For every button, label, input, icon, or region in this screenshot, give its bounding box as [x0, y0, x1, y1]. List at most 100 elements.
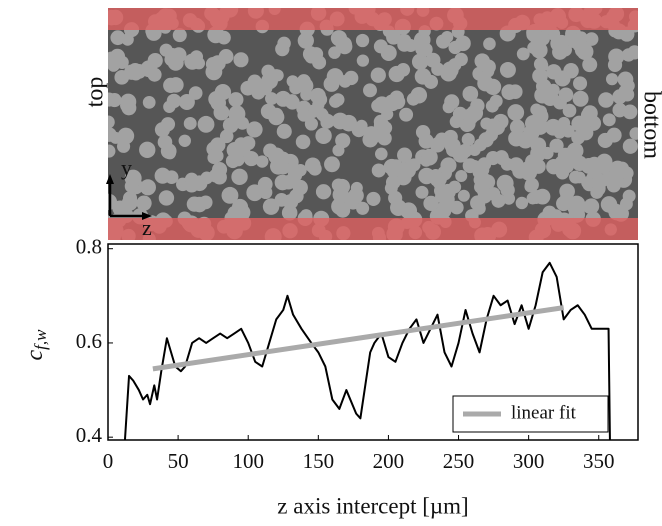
fiber: [324, 156, 340, 173]
fiber: [472, 166, 485, 179]
fiber: [329, 95, 342, 108]
fiber: [108, 92, 117, 107]
fiber: [386, 29, 402, 45]
fiber: [297, 108, 311, 122]
y-label-base: c: [22, 349, 48, 360]
fiber: [455, 169, 468, 182]
fiber: [556, 195, 572, 212]
fiber: [577, 124, 594, 141]
fiber: [178, 134, 191, 147]
fiber: [159, 43, 173, 57]
fiber: [449, 115, 463, 129]
fiber: [154, 122, 171, 138]
fiber: [235, 116, 249, 130]
fiber: [507, 104, 525, 121]
fiber: [191, 196, 208, 213]
fiber: [241, 136, 256, 151]
fiber: [444, 94, 460, 110]
fiber: [142, 95, 156, 109]
fiber: [380, 44, 397, 62]
legend-label: linear fit: [511, 402, 577, 423]
fiber: [388, 65, 405, 83]
bottom-band: [108, 218, 638, 240]
plot: 0 50 100 150 200 250 300 350 0.4 0.6 0.8 z axis int…: [22, 235, 639, 518]
fiber: [139, 179, 156, 196]
fiber: [233, 52, 249, 68]
fiber: [108, 115, 115, 129]
fiber: [457, 189, 470, 202]
x-tick-label: 150: [303, 449, 335, 473]
fiber: [516, 47, 530, 61]
fiber: [423, 195, 439, 211]
fiber: [183, 116, 197, 130]
fiber: [370, 67, 386, 83]
fiber: [612, 89, 628, 105]
fiber: [231, 168, 248, 186]
fiber: [461, 133, 475, 147]
fiber: [440, 157, 457, 174]
axis-z-label: z: [142, 215, 152, 240]
fiber: [536, 59, 549, 72]
fiber: [265, 92, 279, 106]
fiber: [268, 109, 285, 126]
fiber: [158, 190, 175, 206]
fiber: [419, 42, 433, 57]
x-tick-label: 100: [232, 449, 264, 473]
fiber: [338, 74, 352, 88]
x-tick-label: 50: [168, 449, 189, 473]
fiber: [597, 132, 613, 149]
fiber: [580, 157, 597, 174]
fiber: [212, 162, 228, 178]
fiber: [546, 159, 562, 175]
fiber: [448, 180, 462, 194]
fiber: [531, 118, 549, 135]
fiber: [147, 52, 163, 69]
fiber: [207, 26, 225, 44]
fiber: [147, 67, 162, 82]
fiber: [531, 41, 548, 59]
fiber: [116, 139, 131, 153]
fiber: [213, 104, 230, 121]
fiber: [462, 86, 479, 102]
fiber: [320, 113, 335, 129]
fiber: [399, 162, 416, 179]
plot-frame: [107, 243, 639, 441]
fiber: [397, 37, 412, 52]
x-tick-label: 250: [443, 449, 475, 473]
fiber: [205, 63, 223, 81]
fiber: [584, 32, 599, 46]
fiber: [529, 190, 544, 204]
fiber: [558, 87, 574, 103]
fiber: [541, 146, 554, 160]
fiber: [302, 46, 319, 62]
fiber: [384, 94, 401, 112]
fiber: [414, 68, 432, 85]
axis-y-label: y: [121, 155, 132, 180]
fiber: [108, 127, 117, 142]
fiber: [515, 196, 529, 210]
fiber: [297, 32, 314, 49]
top-label: top: [83, 77, 109, 108]
top-band: [108, 8, 638, 30]
fiber: [378, 121, 393, 135]
fiber: [590, 186, 604, 199]
fiber: [441, 61, 459, 79]
fiber: [300, 88, 313, 101]
fit-line: [152, 305, 565, 372]
fiber: [363, 83, 377, 98]
fiber: [583, 198, 600, 215]
fiber: [386, 165, 400, 178]
fiber: [167, 54, 184, 71]
fiber: [544, 118, 562, 136]
fiber: [605, 73, 619, 86]
fiber: [256, 155, 269, 168]
fiber: [366, 191, 381, 206]
fiber: [485, 118, 501, 134]
fiber: [172, 28, 187, 43]
fiber: [399, 107, 414, 122]
fiber: [592, 173, 608, 190]
fiber: [315, 127, 332, 145]
fiber: [509, 119, 525, 135]
fiber: [607, 57, 623, 72]
fiber: [381, 108, 394, 121]
